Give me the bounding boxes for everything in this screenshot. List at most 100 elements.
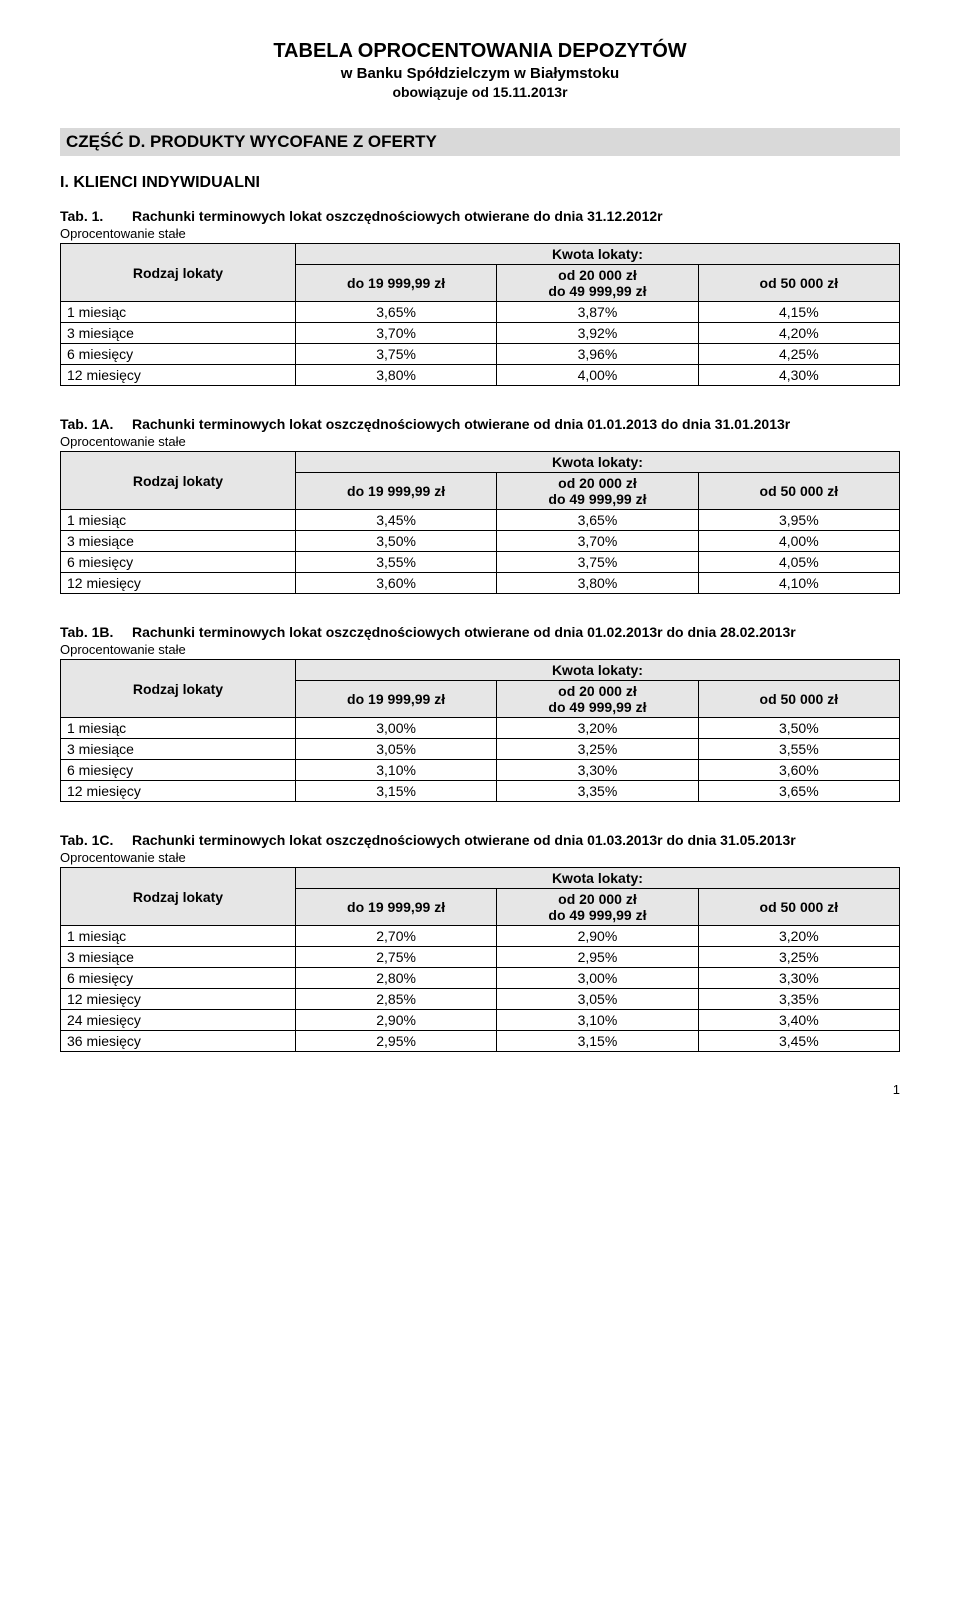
table-heading: Tab. 1A.Rachunki terminowych lokat oszcz… <box>60 416 900 432</box>
page-number: 1 <box>60 1082 900 1097</box>
cell-value: 3,55% <box>295 552 496 573</box>
tables-container: Tab. 1.Rachunki terminowych lokat oszczę… <box>60 208 900 1052</box>
cell-value: 3,45% <box>295 510 496 531</box>
row-label: 24 miesięcy <box>61 1010 296 1031</box>
table-row: 12 miesięcy3,80%4,00%4,30% <box>61 365 900 386</box>
row-label: 1 miesiąc <box>61 718 296 739</box>
table-row: 1 miesiąc3,00%3,20%3,50% <box>61 718 900 739</box>
row-label: 3 miesiące <box>61 531 296 552</box>
row-label: 1 miesiąc <box>61 926 296 947</box>
table-row: 36 miesięcy2,95%3,15%3,45% <box>61 1031 900 1052</box>
cell-value: 4,25% <box>698 344 899 365</box>
table-row: 12 miesięcy3,15%3,35%3,65% <box>61 781 900 802</box>
cell-value: 3,15% <box>295 781 496 802</box>
doc-title: TABELA OPROCENTOWANIA DEPOZYTÓW <box>60 40 900 63</box>
section-bar: CZĘŚĆ D. PRODUKTY WYCOFANE Z OFERTY <box>60 128 900 156</box>
cell-value: 2,90% <box>497 926 698 947</box>
cell-value: 4,10% <box>698 573 899 594</box>
rates-table: Rodzaj lokatyKwota lokaty:do 19 999,99 z… <box>60 451 900 594</box>
col-header-range2: od 20 000 złdo 49 999,99 zł <box>497 681 698 718</box>
col-header-range2: od 20 000 złdo 49 999,99 zł <box>497 265 698 302</box>
col-header-range1: do 19 999,99 zł <box>295 473 496 510</box>
cell-value: 3,87% <box>497 302 698 323</box>
cell-value: 3,65% <box>497 510 698 531</box>
cell-value: 4,00% <box>497 365 698 386</box>
cell-value: 2,95% <box>497 947 698 968</box>
section-heading: I. KLIENCI INDYWIDUALNI <box>60 174 900 192</box>
cell-value: 3,96% <box>497 344 698 365</box>
table-row: 1 miesiąc3,45%3,65%3,95% <box>61 510 900 531</box>
table-number: Tab. 1B. <box>60 624 132 640</box>
col-header-range3: od 50 000 zł <box>698 473 899 510</box>
cell-value: 2,90% <box>295 1010 496 1031</box>
table-row: 24 miesięcy2,90%3,10%3,40% <box>61 1010 900 1031</box>
row-label: 3 miesiące <box>61 323 296 344</box>
table-row: 12 miesięcy2,85%3,05%3,35% <box>61 989 900 1010</box>
cell-value: 3,40% <box>698 1010 899 1031</box>
cell-value: 2,70% <box>295 926 496 947</box>
table-row: 12 miesięcy3,60%3,80%4,10% <box>61 573 900 594</box>
row-label: 6 miesięcy <box>61 760 296 781</box>
cell-value: 3,92% <box>497 323 698 344</box>
cell-value: 4,00% <box>698 531 899 552</box>
rates-table: Rodzaj lokatyKwota lokaty:do 19 999,99 z… <box>60 659 900 802</box>
cell-value: 3,80% <box>295 365 496 386</box>
col-header-rodzaj: Rodzaj lokaty <box>61 660 296 718</box>
cell-value: 3,35% <box>698 989 899 1010</box>
cell-value: 3,00% <box>497 968 698 989</box>
table-heading: Tab. 1.Rachunki terminowych lokat oszczę… <box>60 208 900 224</box>
table-row: 6 miesięcy3,10%3,30%3,60% <box>61 760 900 781</box>
cell-value: 3,05% <box>295 739 496 760</box>
table-row: 6 miesięcy2,80%3,00%3,30% <box>61 968 900 989</box>
cell-value: 3,70% <box>295 323 496 344</box>
row-label: 1 miesiąc <box>61 510 296 531</box>
cell-value: 3,70% <box>497 531 698 552</box>
cell-value: 3,50% <box>698 718 899 739</box>
cell-value: 2,80% <box>295 968 496 989</box>
cell-value: 3,60% <box>698 760 899 781</box>
cell-value: 3,45% <box>698 1031 899 1052</box>
cell-value: 2,85% <box>295 989 496 1010</box>
col-header-range1: do 19 999,99 zł <box>295 681 496 718</box>
col-header-rodzaj: Rodzaj lokaty <box>61 452 296 510</box>
cell-value: 4,30% <box>698 365 899 386</box>
col-header-range3: od 50 000 zł <box>698 265 899 302</box>
table-caption: Rachunki terminowych lokat oszczędnościo… <box>132 416 790 432</box>
col-header-kwota: Kwota lokaty: <box>295 452 899 473</box>
col-header-rodzaj: Rodzaj lokaty <box>61 868 296 926</box>
table-caption: Rachunki terminowych lokat oszczędnościo… <box>132 208 663 224</box>
table-row: 6 miesięcy3,55%3,75%4,05% <box>61 552 900 573</box>
table-caption: Rachunki terminowych lokat oszczędnościo… <box>132 624 796 640</box>
cell-value: 3,00% <box>295 718 496 739</box>
cell-value: 3,35% <box>497 781 698 802</box>
table-heading: Tab. 1C.Rachunki terminowych lokat oszcz… <box>60 832 900 848</box>
cell-value: 3,75% <box>295 344 496 365</box>
row-label: 3 miesiące <box>61 947 296 968</box>
row-label: 36 miesięcy <box>61 1031 296 1052</box>
doc-subtitle: w Banku Spółdzielczym w Białymstoku <box>60 65 900 82</box>
cell-value: 3,30% <box>497 760 698 781</box>
cell-value: 4,05% <box>698 552 899 573</box>
col-header-range2: od 20 000 złdo 49 999,99 zł <box>497 889 698 926</box>
cell-value: 3,60% <box>295 573 496 594</box>
cell-value: 3,10% <box>497 1010 698 1031</box>
table-row: 1 miesiąc3,65%3,87%4,15% <box>61 302 900 323</box>
table-heading: Tab. 1B.Rachunki terminowych lokat oszcz… <box>60 624 900 640</box>
cell-value: 3,05% <box>497 989 698 1010</box>
interest-type-label: Oprocentowanie stałe <box>60 434 900 449</box>
col-header-range2: od 20 000 złdo 49 999,99 zł <box>497 473 698 510</box>
doc-effective: obowiązuje od 15.11.2013r <box>60 84 900 100</box>
cell-value: 3,20% <box>698 926 899 947</box>
table-number: Tab. 1A. <box>60 416 132 432</box>
cell-value: 3,25% <box>497 739 698 760</box>
cell-value: 3,30% <box>698 968 899 989</box>
row-label: 12 miesięcy <box>61 573 296 594</box>
cell-value: 3,80% <box>497 573 698 594</box>
rates-table: Rodzaj lokatyKwota lokaty:do 19 999,99 z… <box>60 243 900 386</box>
cell-value: 3,75% <box>497 552 698 573</box>
interest-type-label: Oprocentowanie stałe <box>60 226 900 241</box>
cell-value: 3,50% <box>295 531 496 552</box>
cell-value: 3,65% <box>295 302 496 323</box>
col-header-kwota: Kwota lokaty: <box>295 868 899 889</box>
cell-value: 3,15% <box>497 1031 698 1052</box>
